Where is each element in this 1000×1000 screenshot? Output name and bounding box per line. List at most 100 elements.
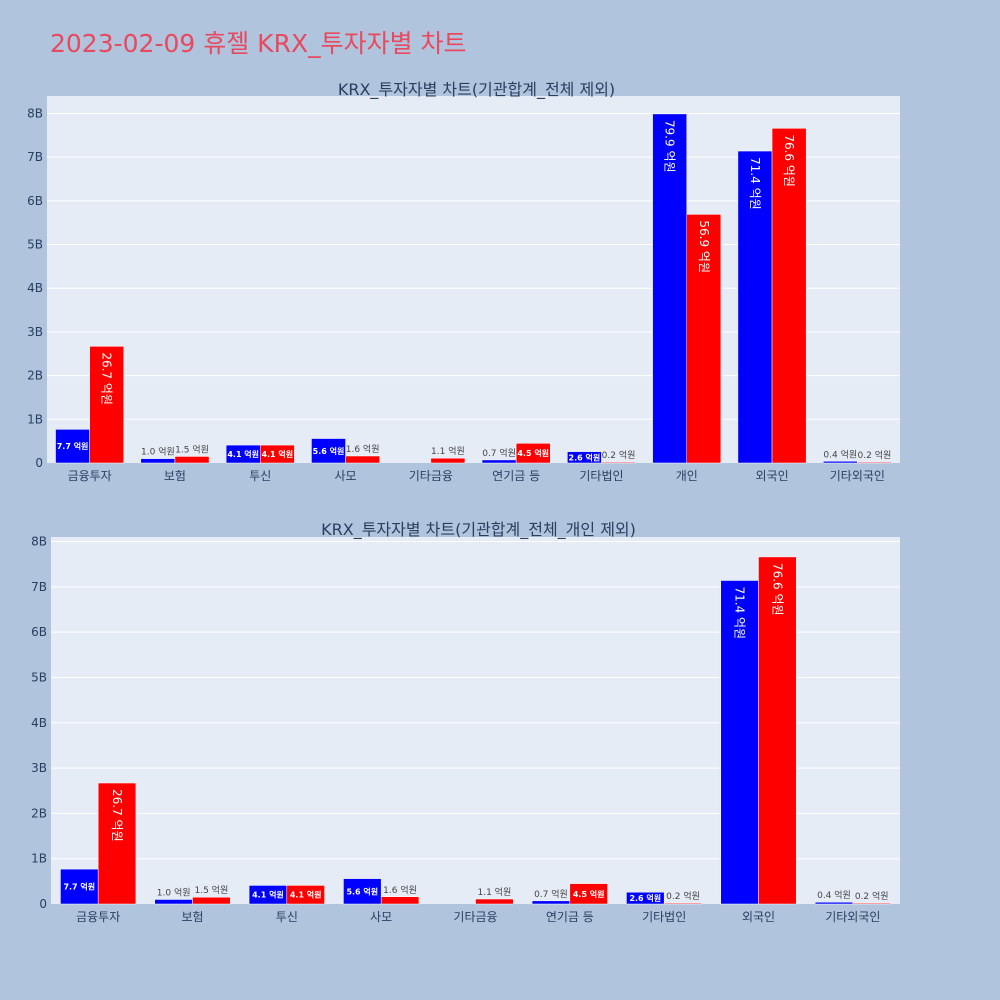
x-tick-label: 연기금 등: [492, 469, 540, 483]
bar: [814, 901, 854, 905]
bar: [567, 451, 602, 464]
y-tick-label: 3B: [31, 761, 47, 775]
data-label: 1.6 억원: [346, 443, 380, 455]
data-label: 2.6 억원: [629, 893, 661, 903]
data-label: 26.7 억원: [100, 352, 114, 405]
x-tick-label: 보험: [164, 469, 186, 483]
data-label: 0.2 억원: [855, 890, 889, 902]
bar: [260, 444, 295, 464]
bar: [345, 455, 380, 464]
x-tick-label: 기타외국인: [830, 469, 885, 483]
data-label: 1.1 억원: [431, 445, 465, 457]
data-label: 1.6 억원: [383, 884, 417, 896]
y-tick-label: 6B: [31, 625, 47, 639]
bar: [154, 899, 193, 905]
bar: [174, 456, 210, 464]
page-title: 2023-02-09 휴젤 KRX_투자자별 차트: [50, 29, 467, 58]
x-tick-label: 투신: [276, 910, 298, 924]
chart-title: KRX_투자자별 차트(기관합계_전체_개인 제외): [321, 520, 636, 540]
x-tick-label: 기타금융: [409, 469, 453, 483]
x-tick-label: 기타금융: [453, 910, 497, 924]
data-label: 4.1 억원: [227, 449, 259, 459]
bar: [481, 459, 517, 464]
data-label: 4.5 억원: [517, 448, 549, 458]
data-label: 0.7 억원: [534, 888, 568, 900]
bar: [857, 461, 892, 464]
bar: [97, 782, 137, 905]
data-label: 2.6 억원: [569, 452, 601, 462]
data-label: 71.4 억원: [733, 586, 747, 639]
x-tick-label: 투신: [249, 469, 271, 483]
y-tick-label: 0: [35, 456, 43, 470]
x-tick-label: 기타외국인: [825, 910, 880, 924]
data-label: 1.0 억원: [141, 446, 175, 458]
bar: [771, 128, 807, 464]
bar: [686, 214, 722, 464]
data-label: 79.9 억원: [663, 120, 677, 173]
data-label: 0.2 억원: [858, 449, 892, 461]
bar: [380, 896, 420, 905]
y-tick-label: 5B: [27, 238, 43, 252]
data-label: 56.9 억원: [697, 220, 711, 273]
chart-top: KRX_투자자별 차트(기관합계_전체 제외) 0 1B 2B 3B 4B 5B 6B 7B 8B…: [27, 80, 900, 483]
data-label: 7.7 억원: [63, 882, 95, 892]
x-tick-label: 금융투자: [76, 910, 120, 924]
x-tick-label: 외국인: [742, 910, 775, 924]
x-tick-label: 사모: [335, 469, 357, 483]
data-label: 0.2 억원: [666, 890, 700, 902]
bar: [311, 438, 346, 464]
bar: [531, 900, 571, 905]
data-label: 5.6 억원: [313, 446, 345, 456]
data-label: 4.1 억원: [252, 890, 284, 900]
y-tick-label: 0: [39, 897, 47, 911]
bar: [569, 883, 608, 905]
x-tick-label: 기타법인: [579, 469, 623, 483]
x-tick-label: 기타법인: [642, 910, 686, 924]
y-tick-label: 4B: [27, 281, 43, 295]
bar: [758, 556, 797, 905]
data-label: 76.6 억원: [770, 563, 784, 616]
data-label: 1.1 억원: [477, 886, 511, 898]
y-tick-label: 8B: [31, 535, 47, 549]
y-tick-label: 8B: [27, 106, 43, 120]
bar: [430, 457, 466, 464]
bar: [663, 902, 703, 905]
x-tick-label: 외국인: [755, 469, 788, 483]
data-label: 0.2 억원: [602, 449, 636, 461]
y-tick-label: 4B: [31, 716, 47, 730]
bar: [286, 885, 325, 905]
y-tick-label: 2B: [31, 806, 47, 820]
data-label: 4.1 억원: [261, 449, 293, 459]
data-label: 1.0 억원: [157, 886, 191, 898]
data-label: 26.7 억원: [110, 789, 124, 842]
x-tick-label: 연기금 등: [546, 910, 594, 924]
data-label: 71.4 억원: [748, 157, 762, 210]
chart-bottom: KRX_투자자별 차트(기관합계_전체_개인 제외) 0 1B 2B 3B 4B 5B 6B 7…: [31, 520, 900, 924]
bar: [89, 346, 125, 464]
data-label: 1.5 억원: [175, 443, 209, 455]
data-label: 1.5 억원: [194, 884, 228, 896]
bar: [652, 113, 688, 464]
bar: [60, 868, 99, 905]
data-label: 4.1 억원: [290, 890, 322, 900]
x-tick-label: 보험: [181, 910, 203, 924]
y-tick-label: 6B: [27, 194, 43, 208]
data-label: 4.5 억원: [573, 889, 605, 899]
x-tick-label: 사모: [370, 910, 392, 924]
bar: [55, 429, 90, 464]
y-tick-label: 7B: [27, 150, 43, 164]
y-tick-label: 2B: [27, 369, 43, 383]
y-tick-label: 5B: [31, 670, 47, 684]
y-tick-label: 3B: [27, 325, 43, 339]
bar: [475, 898, 514, 905]
x-tick-label: 개인: [676, 469, 698, 483]
data-label: 0.4 억원: [823, 448, 857, 460]
bar: [515, 443, 551, 464]
y-tick-label: 1B: [27, 412, 43, 426]
bar: [343, 878, 382, 905]
data-label: 0.7 억원: [482, 447, 516, 459]
bar: [626, 891, 665, 905]
y-tick-label: 1B: [31, 852, 47, 866]
bar: [852, 902, 891, 905]
